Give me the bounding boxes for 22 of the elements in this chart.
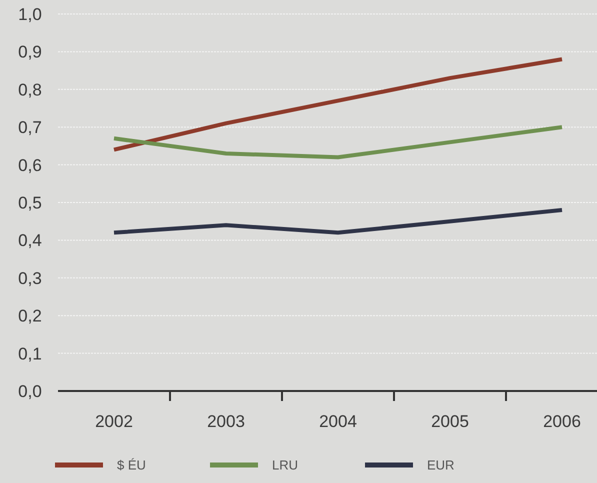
- x-tick-label: 2004: [319, 412, 357, 431]
- x-tick-label: 2006: [543, 412, 581, 431]
- y-tick-label: 0,4: [18, 231, 42, 250]
- y-tick-label: 0,3: [18, 268, 42, 288]
- line-series: [112, 208, 564, 235]
- legend-label: EUR: [427, 458, 454, 473]
- x-tick-label: 2003: [207, 412, 245, 431]
- y-tick-label: 0,2: [18, 306, 42, 326]
- line-series: [112, 125, 564, 160]
- line-series: [112, 57, 564, 152]
- legend-label: $ ÉU: [117, 458, 146, 473]
- y-tick-label: 0,1: [18, 344, 42, 364]
- y-tick-label: 0,0: [18, 382, 42, 401]
- y-tick-label: 0,5: [18, 193, 42, 212]
- y-tick-label: 0,8: [18, 80, 42, 100]
- x-tick-label: 2005: [431, 412, 469, 431]
- y-tick-label: 0,9: [18, 42, 42, 62]
- x-tick-label: 2002: [95, 412, 133, 431]
- y-tick-label: 1,0: [18, 4, 42, 24]
- y-tick-label: 0,6: [18, 156, 42, 175]
- y-tick-label: 0,7: [18, 118, 42, 138]
- legend-label: LRU: [272, 458, 298, 473]
